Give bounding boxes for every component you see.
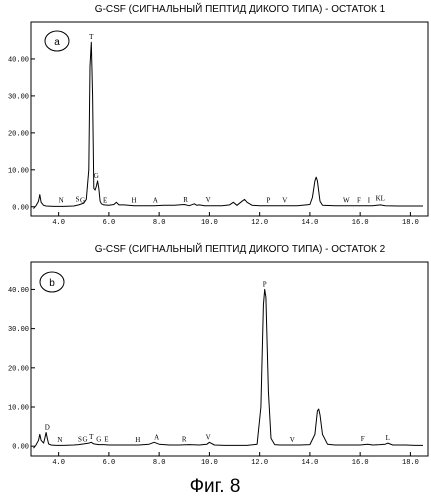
series-line (34, 42, 424, 208)
x-tick-label: 4.0 (52, 459, 65, 467)
peak-label: H (135, 436, 140, 444)
peak-label: V (290, 436, 295, 444)
peak-label: T (89, 433, 94, 441)
x-tick-label: 6.0 (103, 219, 116, 227)
y-tick-label: 30.00 (8, 93, 29, 101)
x-tick-label: 4.0 (52, 219, 65, 227)
x-tick-label: 14.0 (301, 219, 318, 227)
peak-label: A (153, 197, 158, 205)
peak-label: KL (376, 195, 385, 203)
y-tick-label: 20.00 (8, 365, 29, 373)
peak-label: V (206, 433, 211, 441)
series-line (34, 289, 424, 448)
peak-label: I (368, 197, 371, 205)
peak-label: A (154, 433, 159, 441)
plot-frame (31, 262, 428, 456)
x-tick-label: 8.0 (153, 219, 166, 227)
x-tick-label: 18.0 (402, 459, 419, 467)
peak-label: F (357, 197, 361, 205)
x-tick-label: 10.0 (201, 219, 218, 227)
y-tick-label: 0.00 (12, 204, 29, 212)
peak-label: L (386, 434, 390, 442)
x-tick-label: 8.0 (153, 459, 166, 467)
peak-label: S (76, 195, 80, 203)
panel-label: b (49, 278, 55, 289)
series (34, 289, 424, 448)
x-tick-label: 6.0 (103, 459, 116, 467)
y-tick-label: 30.00 (8, 326, 29, 334)
y-tick-label: 0.00 (12, 444, 29, 452)
y-tick-label: 10.00 (8, 405, 29, 413)
x-tick-label: 12.0 (251, 459, 268, 467)
peak-label: P (266, 197, 270, 205)
x-tick-label: 12.0 (251, 219, 268, 227)
x-tick-label: 16.0 (352, 459, 369, 467)
peak-label: E (103, 197, 107, 205)
x-tick-label: 18.0 (402, 219, 419, 227)
x-tick-label: 10.0 (201, 459, 218, 467)
peak-label: V (282, 197, 287, 205)
series (34, 42, 424, 208)
x-tick-label: 14.0 (301, 459, 318, 467)
y-tick-label: 40.00 (8, 287, 29, 295)
peak-label: F (361, 435, 365, 443)
peak-label: N (59, 197, 64, 205)
panel-b: G-CSF (СИГНАЛЬНЫЙ ПЕПТИД ДИКОГО ТИПА) - … (8, 242, 428, 467)
peak-label: W (343, 197, 350, 205)
peak-labels: TGNSGEHARVPVWFIKL (59, 33, 385, 204)
peak-label: H (131, 197, 136, 205)
peak-label: R (183, 196, 188, 204)
figure-caption: Фиг. 8 (190, 476, 241, 497)
peak-label: G (96, 435, 101, 443)
peak-label: E (104, 435, 108, 443)
peak-labels: DNSGTGEHARVPVFL (45, 280, 390, 444)
peak-label: S (78, 435, 82, 443)
peak-label: G (94, 172, 99, 180)
peak-label: G (82, 435, 87, 443)
peak-label: V (206, 196, 211, 204)
y-tick-label: 10.00 (8, 167, 29, 175)
peak-label: T (89, 33, 94, 41)
x-axis: 4.0 6.0 8.0 10.0 12.0 14.0 16.0 18.0 (52, 212, 418, 227)
peak-label: D (45, 424, 50, 432)
chart-title: G-CSF (СИГНАЛЬНЫЙ ПЕПТИД ДИКОГО ТИПА) - … (95, 2, 386, 15)
panel-a: G-CSF (СИГНАЛЬНЫЙ ПЕПТИД ДИКОГО ТИПА) - … (8, 2, 428, 227)
x-tick-label: 16.0 (352, 219, 369, 227)
peak-label: P (263, 280, 267, 288)
peak-label: N (57, 436, 62, 444)
x-axis: 4.0 6.0 8.0 10.0 12.0 14.0 16.0 18.0 (52, 452, 418, 467)
y-tick-label: 40.00 (8, 56, 29, 64)
chart-title: G-CSF (СИГНАЛЬНЫЙ ПЕПТИД ДИКОГО ТИПА) - … (95, 242, 386, 255)
y-tick-label: 20.00 (8, 130, 29, 138)
peak-label: G (80, 197, 85, 205)
panel-label: a (54, 37, 60, 48)
peak-label: R (182, 435, 187, 443)
